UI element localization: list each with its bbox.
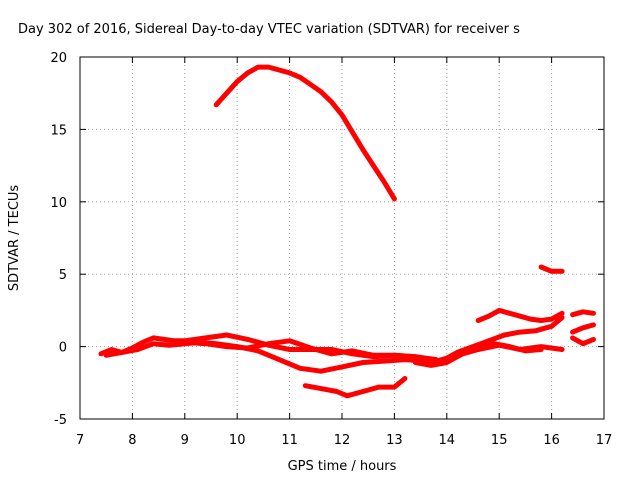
y-tick-label: 20	[50, 51, 67, 66]
series-pass-g	[302, 376, 408, 399]
series-pass-b	[103, 339, 445, 374]
x-tick-label: 14	[439, 433, 456, 448]
x-tick-label: 17	[596, 433, 613, 448]
y-tick-label: 5	[59, 268, 67, 283]
y-tick-label: 0	[59, 341, 67, 356]
series-pass-e	[475, 307, 565, 323]
plot-frame	[79, 56, 605, 420]
series-pass-f	[412, 341, 544, 368]
series-late-short	[538, 264, 565, 274]
x-tick-label: 13	[386, 433, 403, 448]
x-axis-label: GPS time / hours	[288, 459, 397, 474]
y-tick-label: 10	[50, 196, 67, 211]
axis-ticks: 7 8 9 10 11 12 13 14 15 16 17 -5 0 5 10 15 20	[50, 51, 612, 448]
x-tick-label: 10	[229, 433, 246, 448]
y-tick-label: 15	[50, 123, 67, 138]
x-tick-label: 8	[128, 433, 136, 448]
x-tick-label: 11	[281, 433, 298, 448]
series-late-3	[570, 335, 596, 347]
x-tick-label: 16	[543, 433, 560, 448]
series-pass-d	[423, 315, 565, 367]
y-tick-label: -5	[54, 413, 67, 428]
series-late-1	[570, 309, 596, 318]
x-tick-label: 15	[491, 433, 508, 448]
y-axis-label: SDTVAR / TECUs	[7, 185, 22, 292]
chart-title: Day 302 of 2016, Sidereal Day-to-day VTE…	[18, 22, 520, 37]
series-late-2	[570, 322, 596, 335]
x-tick-label: 12	[334, 433, 351, 448]
x-tick-label: 7	[76, 433, 84, 448]
data-series-group	[98, 64, 596, 399]
x-tick-label: 9	[181, 433, 189, 448]
series-high-arc	[213, 64, 397, 202]
